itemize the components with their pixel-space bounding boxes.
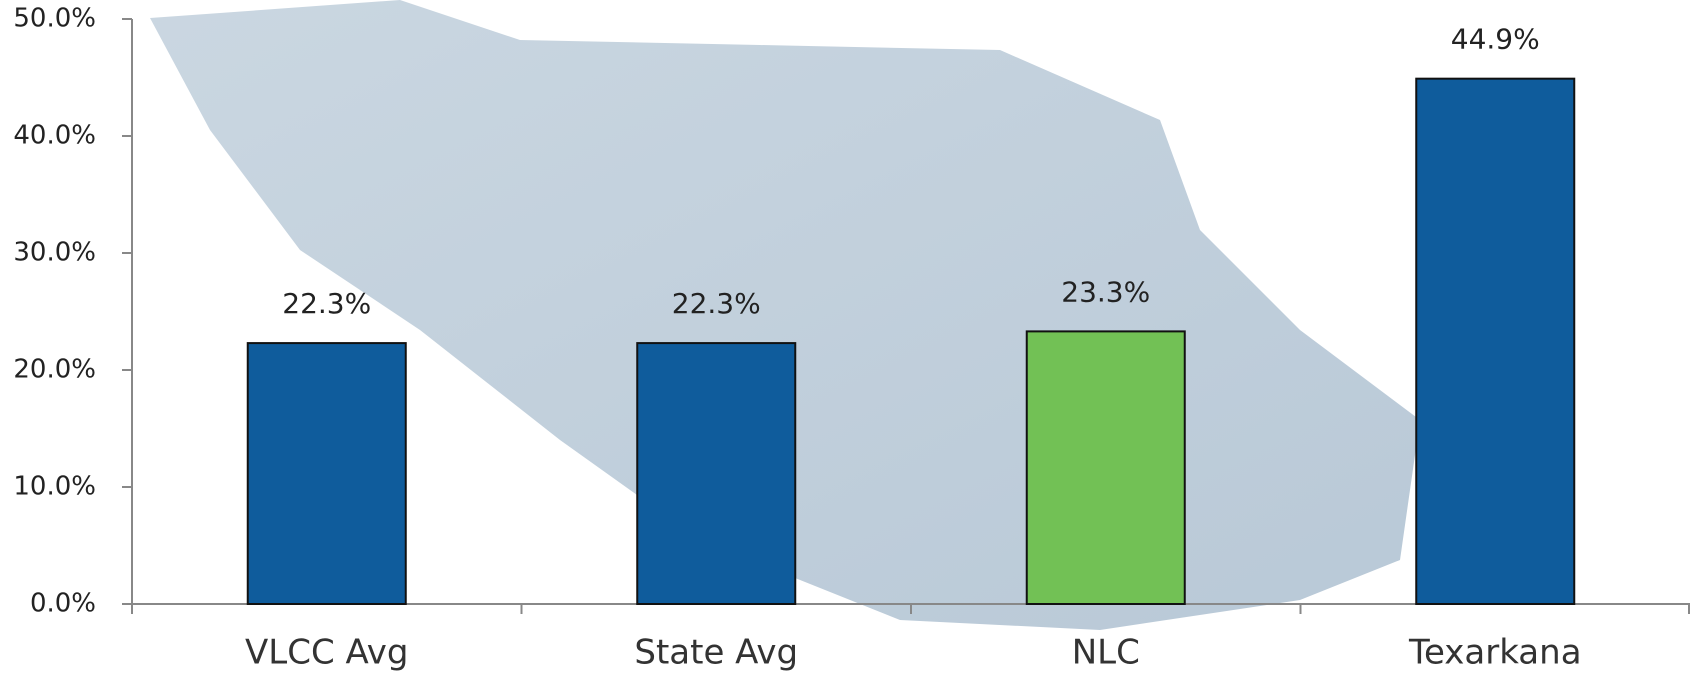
y-tick-label: 30.0% bbox=[13, 238, 96, 268]
x-tick-label: Texarkana bbox=[1408, 633, 1582, 673]
y-tick-label: 10.0% bbox=[13, 472, 96, 502]
data-label: 44.9% bbox=[1451, 23, 1540, 56]
bar bbox=[1025, 330, 1186, 605]
data-label: 22.3% bbox=[672, 287, 761, 320]
bar bbox=[246, 342, 407, 605]
y-tick-label: 40.0% bbox=[13, 121, 96, 151]
x-tick-label: State Avg bbox=[634, 633, 798, 673]
data-label: 23.3% bbox=[1061, 275, 1150, 308]
bar bbox=[636, 342, 797, 605]
data-label: 22.3% bbox=[282, 287, 371, 320]
x-tick-label: VLCC Avg bbox=[245, 633, 408, 673]
y-tick-label: 20.0% bbox=[13, 355, 96, 385]
bar bbox=[1415, 77, 1576, 606]
y-tick-label: 0.0% bbox=[30, 589, 96, 619]
x-tick-label: NLC bbox=[1072, 633, 1140, 673]
y-tick-label: 50.0% bbox=[13, 4, 96, 34]
